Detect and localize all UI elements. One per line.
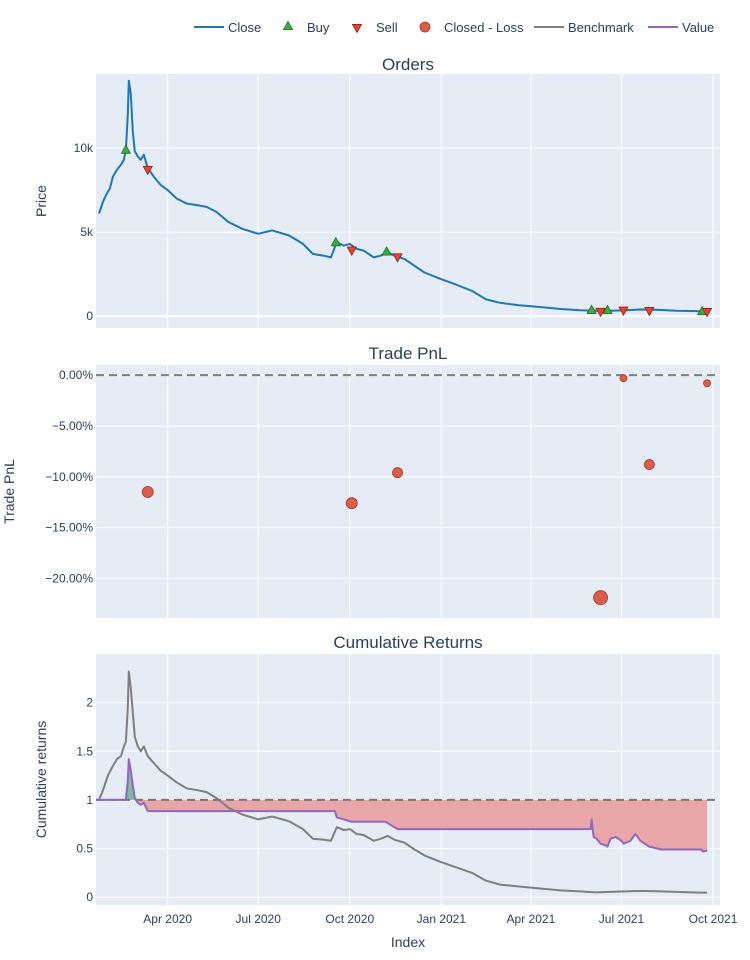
plot-area [96,654,720,905]
x-tick-label: Jan 2021 [417,912,467,926]
buy-marker [586,304,597,314]
sell-marker [346,246,357,256]
y-tick-label: −5.00% [52,419,93,433]
legend-closed-loss-swatch [419,21,431,33]
y-tick-label: 0 [86,309,93,323]
legend-buy-label: Buy [307,20,330,35]
sell-marker [595,307,606,318]
x-tick-label: Jul 2021 [599,912,645,926]
legend-closed-loss-label: Closed - Loss [444,20,524,35]
y-axis-title: Cumulative returns [33,721,49,839]
buy-marker [330,236,342,247]
x-tick-label: Apr 2020 [143,912,192,926]
y-tick-label: −10.00% [45,470,93,484]
legend-sell-label: Sell [376,20,398,35]
buy-marker [602,304,613,315]
closed-loss-marker [392,467,403,479]
close-price-line [98,79,708,313]
y-tick-label: 0.5 [76,842,93,856]
y-tick-label: 2 [86,696,93,710]
x-tick-label: Oct 2020 [325,912,374,926]
panel-title: Orders [382,55,434,74]
panel-title: Trade PnL [369,344,448,363]
y-tick-label: 0 [86,890,93,904]
trade-pnl-panel: 0.00% −5.00% −10.00% −15.00% −20.00% Trade Pn… [1,344,720,618]
closed-loss-marker [141,486,154,498]
legend: Close Buy Sell Closed - Loss Benchmark Value [194,20,714,35]
y-tick-label: 0.00% [59,368,93,382]
closed-loss-marker [345,497,358,510]
closed-loss-marker [703,379,711,388]
sell-marker [701,308,713,318]
drawdown-fill [96,799,708,852]
y-tick-label: 1 [86,793,93,807]
plot-area [96,74,720,328]
x-axis-title: Index [391,934,425,950]
legend-buy-swatch [282,20,294,30]
plot-area [96,365,720,618]
closed-loss-marker [593,590,608,606]
sell-marker [392,253,403,263]
y-axis-title: Price [33,185,49,217]
orders-panel: 0 5k 10k Orders Price [33,55,720,328]
closed-loss-marker [643,459,655,470]
x-tick-label: Jul 2020 [236,912,282,926]
benchmark-line [96,670,708,894]
sell-marker [618,306,629,316]
x-tick-label: Oct 2021 [689,912,738,926]
legend-sell-swatch [351,24,363,34]
legend-close-label: Close [228,20,261,35]
closed-loss-marker [619,374,628,383]
y-tick-label: 10k [74,141,94,155]
legend-value-label: Value [682,20,714,35]
legend-benchmark-label: Benchmark [568,20,634,35]
cumulative-returns-panel: Apr 2020 Jul 2020 Oct 2020 Jan 2021 Apr 2021… [33,633,738,926]
y-axis-title: Trade PnL [1,459,17,524]
y-tick-label: 5k [80,225,94,239]
y-tick-label: −20.00% [45,571,93,585]
sell-marker [142,165,153,176]
panel-title: Cumulative Returns [333,633,482,652]
buy-marker [381,246,392,256]
buy-marker [120,144,132,154]
y-tick-label: −15.00% [45,521,93,535]
value-line [96,758,708,853]
y-tick-label: 1.5 [76,744,93,758]
x-tick-label: Apr 2021 [507,912,556,926]
sell-marker [644,307,655,317]
